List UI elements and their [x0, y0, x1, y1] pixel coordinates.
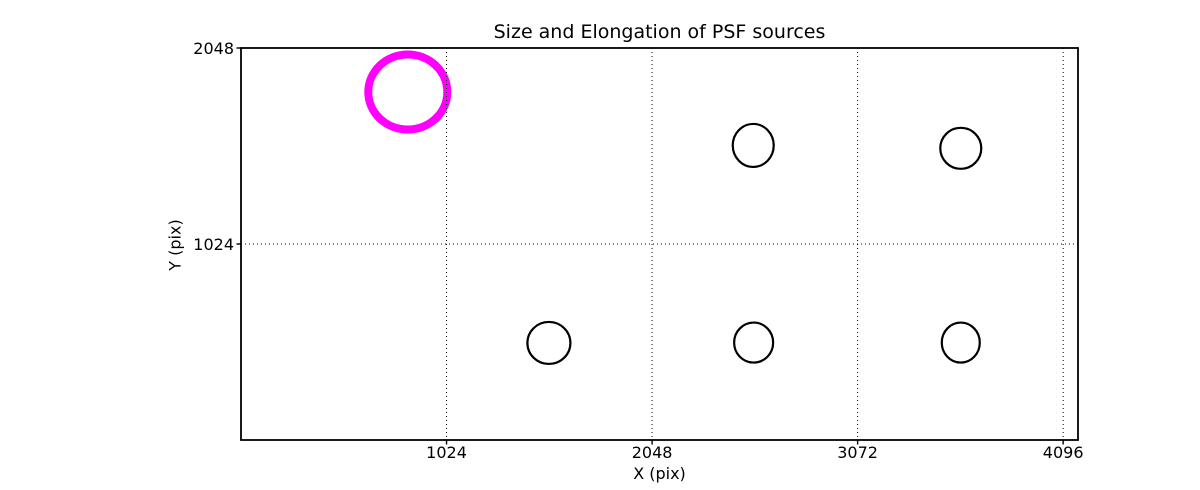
- psf-source-marker: [940, 321, 981, 364]
- x-tick-label: 2048: [631, 443, 673, 462]
- psf-source-marker: [364, 50, 452, 134]
- psf-source-marker: [733, 321, 775, 364]
- y-tick-label: 1024: [193, 234, 234, 254]
- psf-source-marker: [731, 122, 775, 169]
- chart-title: Size and Elongation of PSF sources: [493, 21, 826, 43]
- x-tick-label: 1024: [426, 443, 467, 462]
- x-tick-label: 4096: [1042, 443, 1084, 462]
- psf-source-marker: [939, 126, 983, 170]
- x-axis-label: X (pix): [633, 464, 686, 483]
- psf-source-marker: [526, 320, 572, 366]
- axes-spines: [240, 47, 1079, 441]
- x-tick-label: 3072: [837, 443, 878, 462]
- y-tick-label: 2048: [193, 38, 234, 58]
